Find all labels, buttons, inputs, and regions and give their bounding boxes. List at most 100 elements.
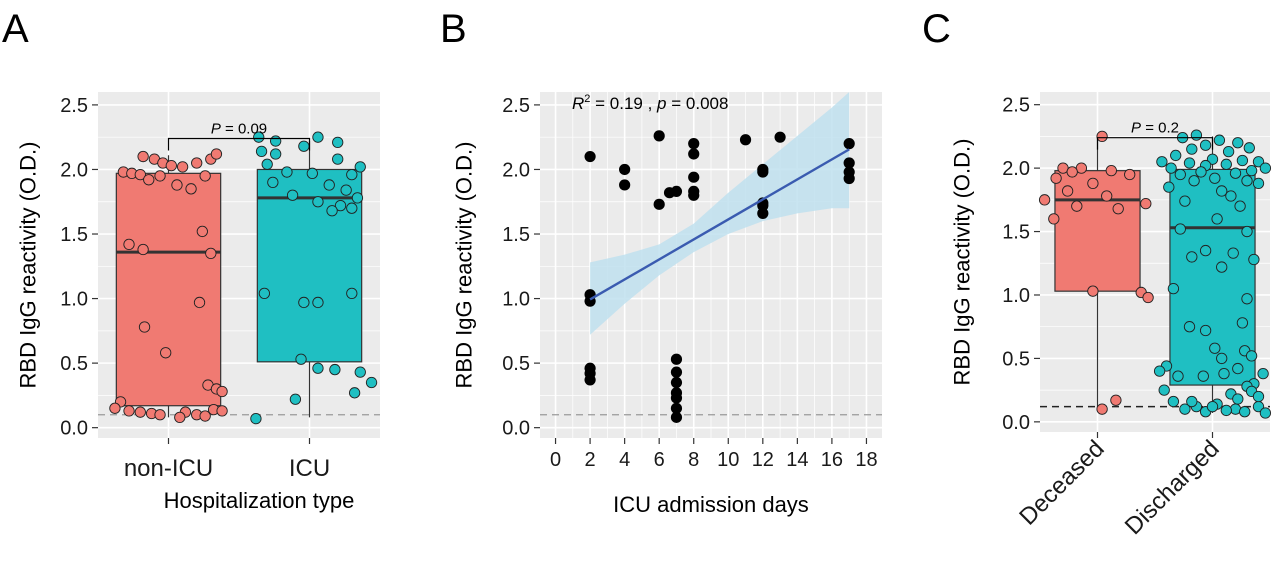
y-tick-label: 1.5	[502, 224, 530, 246]
data-point	[670, 366, 683, 378]
box-non-icu	[115, 155, 222, 418]
data-point	[255, 145, 268, 158]
data-point	[1199, 139, 1212, 151]
data-point	[365, 376, 378, 389]
data-point	[123, 405, 135, 417]
x-tick-label: 18	[855, 449, 877, 471]
data-point	[1190, 129, 1203, 141]
x-tick-label: Discharged	[1120, 435, 1225, 540]
data-point	[1213, 134, 1226, 146]
y-tick-label: 1.0	[1002, 285, 1030, 307]
data-point	[670, 411, 683, 423]
data-point	[1167, 282, 1180, 295]
x-tick-label: 12	[752, 449, 774, 471]
data-point	[1239, 406, 1251, 418]
data-point	[774, 131, 786, 143]
data-point	[1174, 223, 1186, 235]
data-point	[295, 353, 307, 365]
data-point	[1179, 403, 1191, 415]
data-point	[326, 205, 338, 217]
data-point	[160, 347, 172, 359]
data-point	[289, 393, 302, 405]
y-tick-label: 2.0	[60, 159, 88, 181]
data-point	[757, 207, 769, 219]
x-axis-title: ICU admission days	[613, 492, 809, 517]
data-point	[1048, 213, 1060, 225]
data-point	[584, 150, 596, 163]
data-point	[1066, 166, 1078, 178]
data-point	[1236, 154, 1249, 167]
data-point	[1216, 185, 1228, 197]
panel-letter: A	[2, 7, 29, 51]
data-point	[165, 159, 177, 172]
data-point	[1257, 367, 1269, 380]
data-point	[258, 287, 271, 300]
data-point	[199, 170, 211, 182]
data-point	[1186, 395, 1198, 408]
y-tick-label: 0.5	[60, 353, 88, 375]
data-point	[843, 157, 855, 169]
data-point	[1252, 390, 1265, 403]
data-point	[1188, 175, 1200, 187]
data-point	[688, 148, 700, 160]
data-point	[138, 321, 151, 333]
data-point	[1248, 253, 1260, 266]
data-point	[1105, 165, 1117, 177]
data-point	[312, 296, 324, 309]
data-point	[123, 238, 135, 250]
data-point	[1195, 166, 1207, 178]
regression-annotation: R2 = 0.19 , p = 0.008	[572, 93, 728, 113]
data-point	[1112, 203, 1124, 215]
data-point	[312, 196, 324, 208]
x-tick-label: 0	[550, 449, 561, 471]
y-tick-label: 2.5	[502, 95, 530, 117]
data-point	[216, 385, 228, 398]
data-point	[1183, 321, 1196, 333]
data-point	[1050, 172, 1062, 184]
data-point	[143, 174, 155, 186]
data-point	[1206, 400, 1219, 413]
data-point	[1234, 200, 1246, 212]
comparison-bracket: P = 0.09	[167, 120, 311, 151]
data-point	[298, 140, 310, 152]
data-point	[1183, 157, 1196, 169]
data-point	[843, 172, 855, 185]
data-point	[298, 296, 310, 309]
p-value-label: P = 0.09	[211, 120, 267, 137]
data-point	[1222, 145, 1235, 158]
data-point	[354, 366, 366, 378]
data-point	[171, 179, 183, 191]
panel-c: C P = 0.2 Deceased Discharged 0.0 0.5 1.0 1.5 2.…	[922, 7, 1272, 540]
data-point	[205, 247, 217, 260]
data-point	[1236, 317, 1249, 329]
data-point	[1216, 261, 1228, 273]
data-point	[1259, 407, 1272, 419]
data-point	[281, 166, 293, 178]
data-point	[670, 185, 683, 198]
data-point	[1110, 394, 1122, 406]
data-point	[354, 161, 366, 173]
data-point	[757, 166, 769, 178]
data-point	[1227, 247, 1239, 259]
data-point	[270, 148, 282, 160]
y-tick-label: 2.0	[1002, 158, 1030, 180]
data-point	[1232, 393, 1244, 405]
y-tick-label: 0.0	[60, 418, 88, 440]
data-point	[334, 199, 347, 212]
data-point	[670, 353, 683, 365]
data-point	[1220, 404, 1232, 417]
data-point	[1101, 190, 1113, 202]
data-point	[329, 363, 341, 376]
y-tick-label: 0.5	[502, 353, 530, 375]
data-point	[267, 176, 279, 189]
data-point	[1206, 153, 1219, 165]
y-axis-title: RBD IgG reactivity (O.D.)	[452, 142, 477, 389]
points-deceased	[1038, 130, 1154, 415]
data-point	[199, 410, 211, 422]
data-point	[670, 392, 683, 404]
data-point	[1252, 156, 1265, 168]
x-tick-label: non-ICU	[124, 455, 213, 482]
data-point	[688, 171, 700, 183]
data-point	[253, 131, 265, 143]
